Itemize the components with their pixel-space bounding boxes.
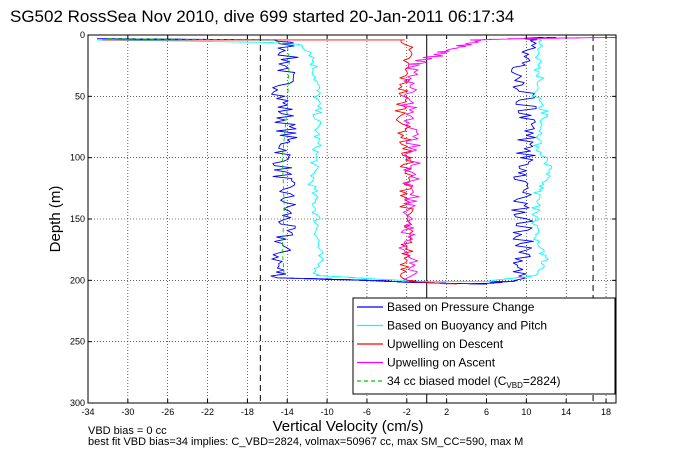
- data-series-layer: [96, 37, 617, 285]
- series-line: [398, 37, 617, 281]
- series-line: [107, 38, 290, 277]
- x-tick-label: -34: [81, 407, 94, 417]
- x-tick-label: -10: [321, 407, 334, 417]
- x-tick-label: 10: [521, 407, 531, 417]
- y-axis-label: Depth (m): [47, 186, 64, 253]
- x-tick-label: 2: [444, 407, 449, 417]
- legend-entry-label: Based on Pressure Change: [387, 300, 535, 314]
- best-fit-note: best fit VBD bias=34 implies: C_VBD=2824…: [88, 436, 523, 448]
- x-axis-label: Vertical Velocity (cm/s): [273, 418, 424, 435]
- legend-entry-label: 34 cc biased model (CVBD=2824): [387, 374, 561, 390]
- series-line: [102, 39, 458, 285]
- x-tick-label: -2: [403, 407, 411, 417]
- x-tick-label: 6: [484, 407, 489, 417]
- y-tick-label: 100: [70, 153, 85, 163]
- legend-entry-label: Based on Buoyancy and Pitch: [387, 319, 547, 333]
- vbd-bias-note: VBD bias = 0 cc: [88, 425, 167, 437]
- y-tick-label: 250: [70, 337, 85, 347]
- legend: Based on Pressure Change Based on Buoyanc…: [352, 297, 616, 395]
- x-tick-label: -6: [363, 407, 371, 417]
- series-line: [96, 37, 553, 283]
- x-tick-label: -30: [121, 407, 134, 417]
- legend-entry-label: Upwelling on Descent: [387, 337, 504, 351]
- x-tick-label: -22: [201, 407, 214, 417]
- x-tick-label: 18: [601, 407, 611, 417]
- y-tick-label: 200: [70, 275, 85, 285]
- x-tick-label: -26: [161, 407, 174, 417]
- x-tick-label: -18: [241, 407, 254, 417]
- x-tick-label: -14: [281, 407, 294, 417]
- y-tick-label: 0: [80, 30, 85, 40]
- y-tick-label: 50: [75, 91, 85, 101]
- legend-box: [352, 297, 616, 395]
- y-tick-label: 300: [70, 398, 85, 408]
- x-tick-label: 14: [561, 407, 571, 417]
- chart-title: SG502 RossSea Nov 2010, dive 699 started…: [10, 7, 514, 26]
- y-tick-label: 150: [70, 214, 85, 224]
- axis-ticks: -34 -30 -26 -22 -18 -14 -10 -6 -2 2 6 10 14 180501001…: [70, 30, 616, 417]
- legend-entry-label: Upwelling on Ascent: [387, 356, 496, 370]
